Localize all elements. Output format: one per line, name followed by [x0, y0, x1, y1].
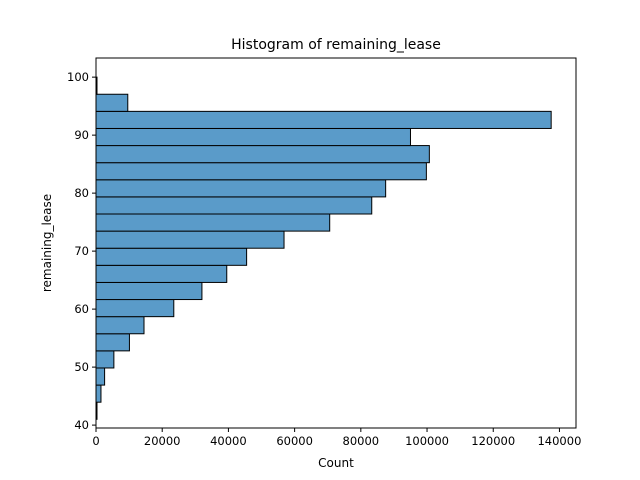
histogram-bar-17	[95, 110, 552, 129]
plot-frame	[95, 57, 577, 429]
histogram-bar-15	[95, 145, 430, 164]
histogram-bar-8	[95, 264, 228, 283]
x-tick-label: 140000	[537, 434, 581, 448]
histogram-bar-10	[95, 230, 285, 249]
x-tick-label: 60000	[276, 434, 313, 448]
histogram-bar-18	[95, 93, 129, 112]
histogram-bar-4	[95, 333, 130, 352]
histogram-bar-9	[95, 247, 248, 266]
y-tick-label: 60	[74, 302, 89, 316]
x-axis-label: Count	[318, 456, 354, 470]
histogram-bar-3	[95, 350, 115, 369]
y-tick-label: 70	[74, 244, 89, 258]
y-tick-label: 90	[74, 128, 89, 142]
x-tick-label: 20000	[144, 434, 181, 448]
y-tick-label: 50	[74, 360, 89, 374]
histogram-bar-13	[95, 179, 387, 198]
histogram-bar-1	[95, 384, 102, 403]
histogram-bar-2	[95, 367, 106, 386]
x-tick-label: 100000	[405, 434, 449, 448]
histogram-bar-14	[95, 162, 427, 181]
histogram-bar-12	[95, 196, 373, 215]
histogram-bar-11	[95, 213, 331, 232]
x-tick-label: 120000	[471, 434, 515, 448]
chart-title: Histogram of remaining_lease	[231, 37, 441, 53]
y-axis-ticks: 40 50 60 70 80 90 100	[67, 70, 96, 432]
x-tick-label: 80000	[343, 434, 380, 448]
histogram-bar-5	[95, 316, 145, 335]
y-tick-label: 80	[74, 186, 89, 200]
y-tick-label: 100	[67, 70, 89, 84]
y-axis-label: remaining_lease	[40, 194, 54, 292]
histogram-bar-6	[95, 299, 175, 318]
histogram-bars	[95, 76, 552, 420]
y-tick-label: 40	[74, 418, 89, 432]
x-tick-label: 0	[92, 434, 99, 448]
x-axis-ticks: 0 20000 40000 60000 80000 100000 120000 140000	[92, 428, 581, 448]
histogram-bar-16	[95, 127, 411, 147]
x-tick-label: 40000	[210, 434, 247, 448]
histogram-bar-7	[95, 281, 203, 301]
